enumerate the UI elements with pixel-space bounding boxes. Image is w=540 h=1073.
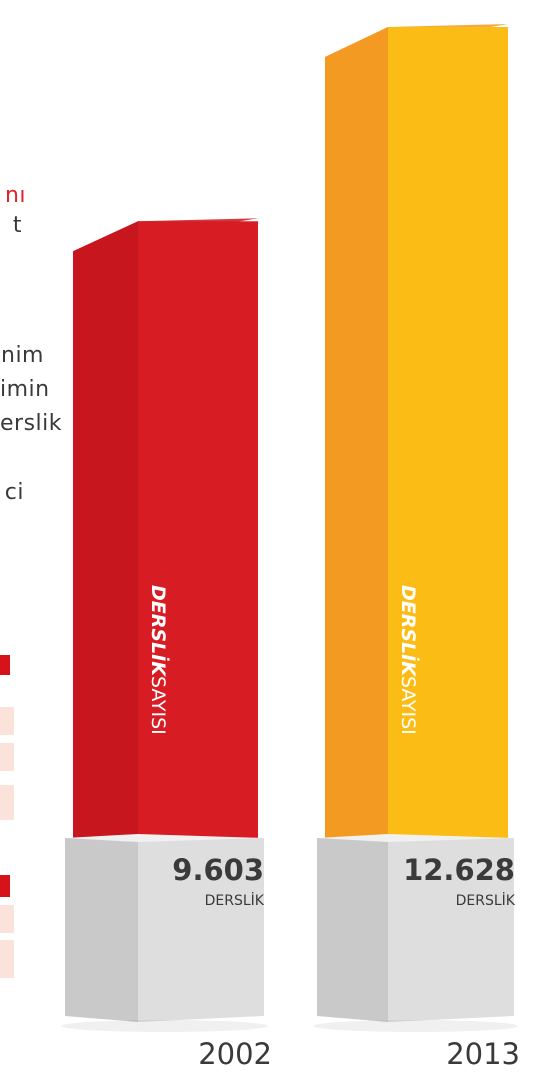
base-shadow-2013 — [313, 1020, 518, 1032]
base-front-2013 — [388, 838, 514, 1022]
value-label-2013: 12.628 — [403, 853, 515, 887]
year-label-2013: 2013 — [446, 1037, 520, 1071]
side-table-header-mark — [0, 875, 10, 897]
bar-title-2013: DERSLİKSAYISI — [397, 585, 421, 735]
base-shadow-2002 — [61, 1020, 268, 1032]
bar-front-2013 — [388, 27, 508, 838]
unit-label-2013: DERSLİK — [456, 891, 516, 909]
bar-side-2013 — [325, 27, 388, 848]
base-side-2013 — [317, 838, 388, 1022]
side-table-cell — [0, 743, 14, 771]
value-label-2002: 9.603 — [172, 853, 264, 887]
year-label-2002: 2002 — [198, 1037, 272, 1071]
side-table-cell — [0, 707, 14, 735]
bar-title-2002: DERSLİKSAYISI — [147, 585, 171, 735]
unit-label-2002: DERSLİK — [205, 891, 265, 909]
bar-front-2002 — [138, 221, 258, 838]
bar-side-2002 — [73, 221, 138, 848]
clipped-text-line: nı — [4, 183, 26, 208]
base-side-2002 — [65, 838, 138, 1022]
clipped-text-line: t — [12, 213, 22, 238]
base-top-2002 — [65, 834, 264, 842]
side-table-cell — [0, 940, 14, 978]
clipped-text-line: nim — [1, 343, 44, 368]
clipped-text-line: ci — [4, 480, 24, 505]
clipped-text-line: imin — [0, 377, 50, 402]
side-table-cell — [0, 905, 14, 933]
base-front-2002 — [138, 838, 264, 1022]
side-table-cell — [0, 785, 14, 820]
side-table-header-mark — [0, 655, 10, 675]
base-top-2013 — [317, 834, 514, 842]
